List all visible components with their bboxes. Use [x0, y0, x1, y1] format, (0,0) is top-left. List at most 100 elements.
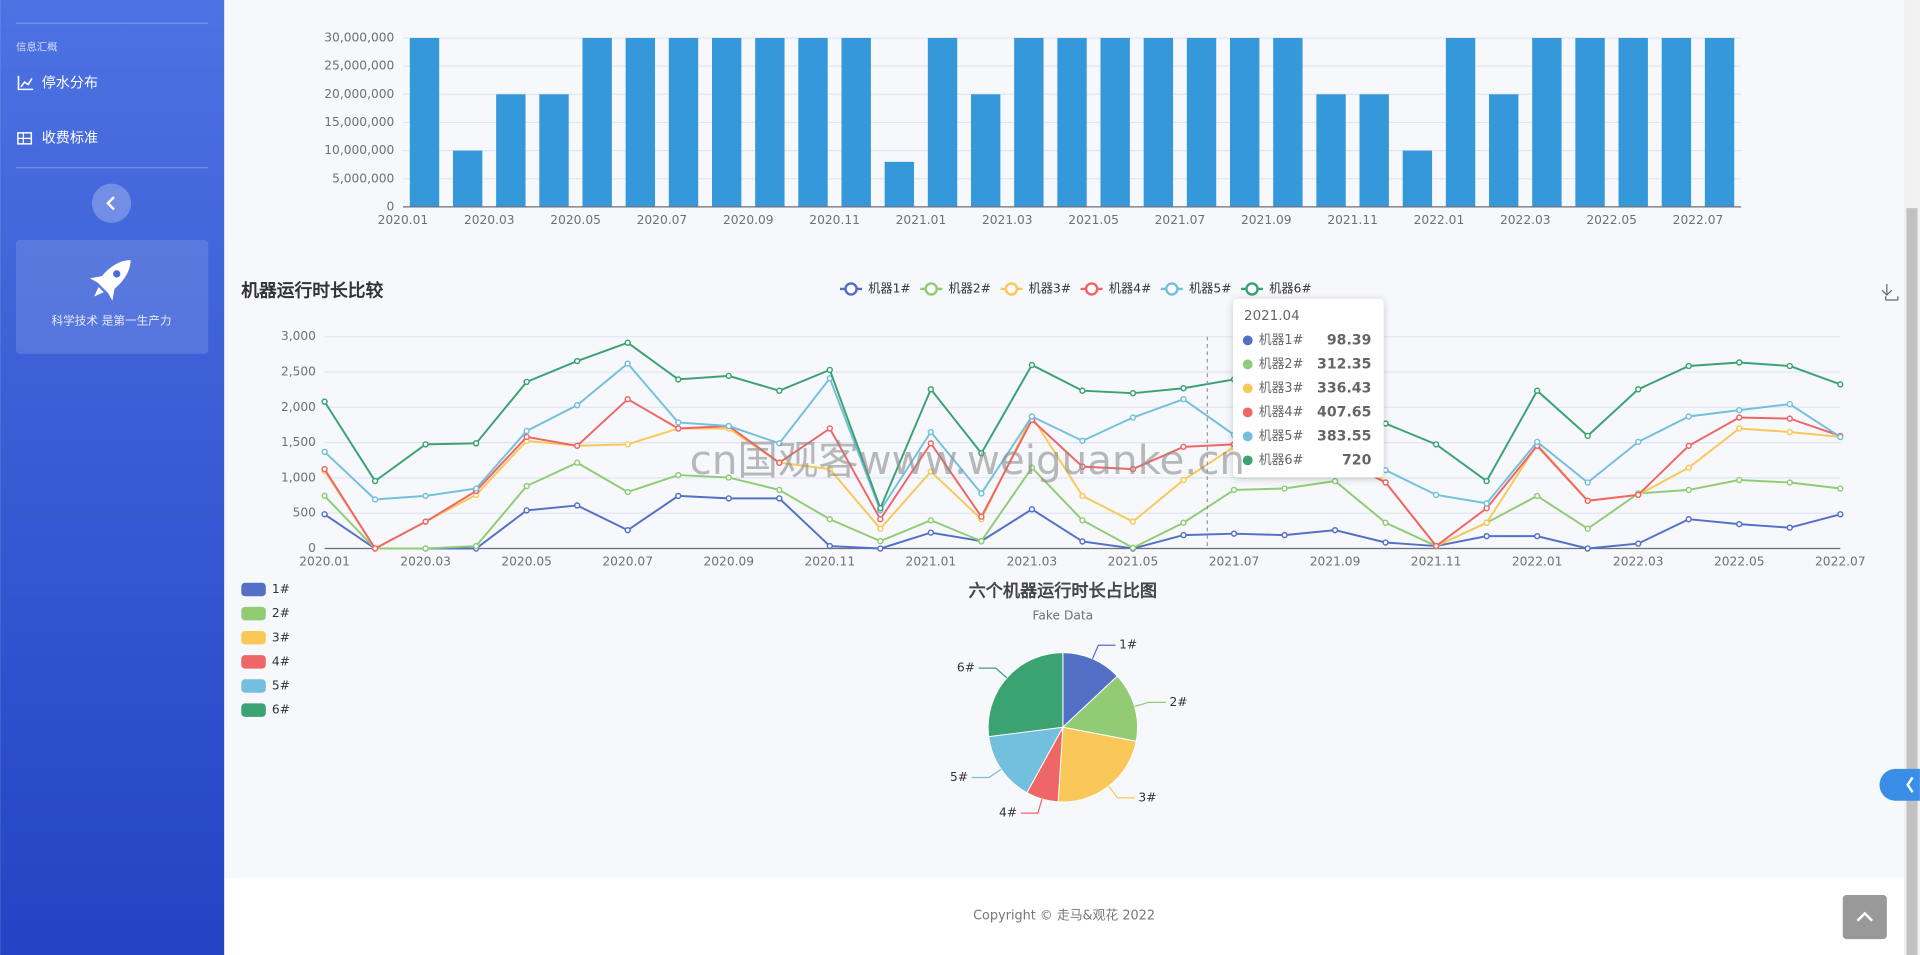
point [675, 376, 682, 383]
y-tick-label: 500 [293, 506, 316, 520]
point [877, 525, 884, 532]
bar [1402, 150, 1433, 207]
bar [1273, 37, 1303, 207]
download-icon[interactable] [1881, 284, 1899, 301]
point [624, 488, 631, 496]
point [1180, 531, 1187, 539]
bar [668, 37, 699, 207]
back-to-top[interactable] [1842, 895, 1887, 940]
x-tick-label: 2020.11 [809, 213, 860, 227]
point [1483, 500, 1490, 507]
y-tick-label: 0 [308, 541, 316, 555]
charts: 0 5,000,000 10,000,000 15,000,000 20,000,000… [241, 30, 1866, 820]
bar [1100, 37, 1130, 207]
point [1786, 479, 1793, 486]
point [927, 529, 935, 536]
bar [1489, 94, 1519, 207]
point [1483, 477, 1490, 485]
point [574, 502, 581, 509]
y-tick-label: 0 [387, 199, 395, 213]
x-tick-label: 2021.01 [906, 554, 957, 568]
x-tick-label: 2020.01 [299, 554, 350, 568]
point [523, 433, 530, 441]
menu-label[interactable]: 停水分布 [42, 74, 98, 91]
point [624, 526, 631, 534]
point [1230, 486, 1238, 494]
point [1736, 476, 1743, 484]
point [1584, 432, 1591, 440]
tooltip-name: 机器5# [1259, 429, 1304, 444]
point [1079, 492, 1086, 500]
point [1685, 486, 1692, 494]
chart-icon [17, 75, 34, 91]
bar [927, 37, 958, 207]
menu-item[interactable]: 收费标准 [17, 130, 98, 146]
x-tick-label: 2022.01 [1414, 213, 1465, 227]
y-tick-label: 3,000 [281, 329, 316, 343]
y-tick-label: 1,000 [281, 470, 316, 484]
point [371, 545, 379, 552]
menu-item[interactable]: 停水分布 [17, 74, 98, 91]
bar [496, 94, 526, 207]
point [1079, 538, 1086, 545]
side-tab[interactable] [1879, 768, 1920, 801]
point [371, 496, 379, 503]
point [877, 545, 884, 552]
point [877, 537, 884, 545]
tooltip-name: 机器1# [1259, 333, 1304, 348]
x-tick-label: 2022.03 [1613, 554, 1664, 568]
x-tick-label: 2020.07 [637, 213, 688, 227]
y-tick-label: 5,000,000 [332, 171, 394, 185]
y-tick-label: 30,000,000 [324, 30, 394, 44]
pie-slice [1061, 675, 1139, 742]
point [1382, 539, 1389, 546]
collapse-button[interactable] [91, 183, 132, 223]
tooltip-value: 336.43 [1317, 380, 1371, 396]
point [1837, 485, 1844, 492]
y-tick-label: 1,500 [281, 435, 316, 449]
point [1079, 437, 1086, 445]
tooltip-dot [1242, 383, 1253, 394]
bar [1618, 37, 1648, 207]
point [927, 440, 935, 447]
point [422, 518, 429, 525]
point [1129, 518, 1137, 525]
point [776, 486, 783, 494]
y-tick-label: 20,000,000 [324, 87, 394, 101]
menu-label[interactable]: 收费标准 [42, 130, 98, 146]
slice-label: 3# [1138, 790, 1156, 804]
point [624, 441, 631, 448]
legend-label: 4# [272, 654, 290, 668]
point [1079, 517, 1086, 524]
scrollbar-thumb[interactable] [1906, 208, 1918, 955]
point [1382, 519, 1389, 526]
point [574, 459, 581, 466]
watermark: cn国观客www.weiguanke.cn [690, 436, 1245, 484]
x-tick-label: 2022.07 [1673, 213, 1724, 227]
point [422, 441, 429, 448]
bar [1186, 37, 1217, 207]
point [1533, 387, 1541, 394]
legend-label: 机器3# [1029, 281, 1072, 295]
point [523, 507, 530, 514]
legend-icon [241, 655, 266, 669]
point [978, 513, 985, 520]
x-tick-label: 2021.01 [896, 213, 947, 227]
tooltip-dot [1242, 431, 1253, 442]
bar [1704, 37, 1735, 207]
point [978, 450, 985, 457]
point [1180, 519, 1187, 526]
tooltip-dot [1242, 455, 1253, 466]
table-icon-lines [17, 132, 32, 144]
point [1028, 464, 1036, 471]
tooltip: 2021.04 机器1# 98.39 机器2# 312.35 机器3# 336.43 机器4… [1233, 298, 1384, 478]
point [1028, 361, 1036, 369]
point [1331, 526, 1339, 534]
tooltip-dot [1242, 407, 1253, 418]
point [1483, 519, 1490, 526]
point [321, 511, 328, 518]
point [1533, 438, 1541, 446]
side-tab-icon [1906, 776, 1914, 793]
legend-icon [1084, 282, 1099, 296]
legend-icon [241, 582, 266, 597]
